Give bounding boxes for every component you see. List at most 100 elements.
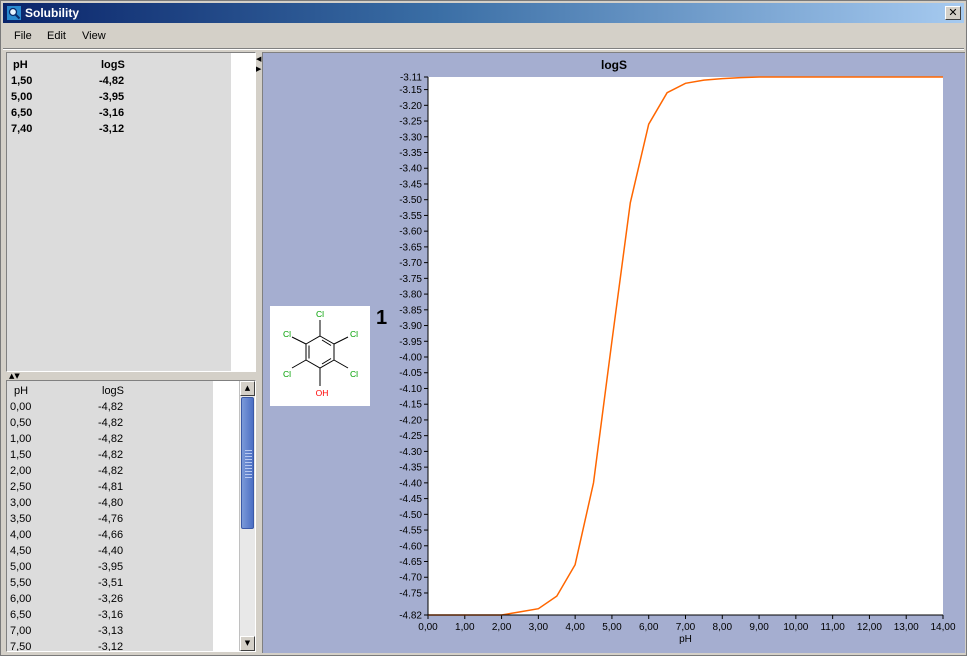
x-tick-label: 6,00 — [639, 622, 659, 633]
table-row[interactable]: 1,50 -4,82 — [11, 74, 211, 90]
table-row[interactable]: 6,50 -3,16 — [11, 106, 211, 122]
menu-view[interactable]: View — [82, 30, 106, 42]
close-button[interactable]: ✕ — [945, 6, 961, 20]
y-tick-label: -4.82 — [399, 611, 422, 622]
y-tick-label: -3.65 — [399, 242, 422, 253]
y-tick-label: -3.85 — [399, 305, 422, 316]
table-row[interactable]: 3,50 -4,76 — [10, 512, 210, 528]
table-row[interactable]: 4,50 -4,40 — [10, 544, 210, 560]
y-tick-label: -4.15 — [399, 400, 422, 411]
x-axis: 0,00 1,00 2,00 3,00 4,00 5,00 6,00 7,00 8,00 9,00… — [418, 615, 956, 633]
compound-number: 1 — [376, 307, 388, 329]
table-row[interactable]: 2,50 -4,81 — [10, 480, 210, 496]
y-tick-label: -4.60 — [399, 541, 422, 552]
cell-ph: 7,50 — [10, 641, 32, 652]
x-tick-label: 14,00 — [930, 622, 955, 633]
cell-logs: -4,82 — [98, 417, 124, 429]
table-row[interactable]: 7,40 -3,12 — [11, 122, 211, 138]
y-axis: -3.11-3.15 -3.20 -3.25 -3.30 -3.35 -3.40 -3.45… — [399, 73, 428, 622]
y-tick-label: -4.65 — [399, 557, 422, 568]
cell-ph: 4,00 — [10, 529, 32, 541]
scroll-thumb[interactable] — [241, 397, 254, 529]
x-tick-label: 0,00 — [418, 622, 438, 633]
table-row[interactable]: 0,00 -4,82 — [10, 400, 210, 416]
table-row[interactable]: 5,00 -3,95 — [11, 90, 211, 106]
y-tick-label: -3.11 — [400, 73, 422, 84]
cell-ph: 3,50 — [10, 513, 32, 525]
cell-ph: 4,50 — [10, 545, 32, 557]
table-row[interactable]: 5,50 -3,51 — [10, 576, 210, 592]
table-row[interactable]: 0,50 -4,82 — [10, 416, 210, 432]
cell-logs: -4,81 — [98, 481, 124, 493]
detail-table-header: pH logS — [10, 384, 210, 400]
y-tick-label: -4.30 — [399, 447, 422, 458]
x-tick-label: 5,00 — [602, 622, 622, 633]
table-row[interactable]: 7,50 -3,12 — [10, 640, 210, 652]
summary-header-ph: pH — [13, 59, 28, 71]
menu-bar: File Edit View — [3, 25, 964, 47]
cell-ph: 5,00 — [11, 91, 33, 103]
cell-ph: 7,40 — [11, 123, 33, 135]
table-row[interactable]: 3,00 -4,80 — [10, 496, 210, 512]
pentachlorophenol-structure: Cl Cl Cl Cl Cl OH — [283, 309, 358, 398]
cell-logs: -3,95 — [99, 91, 125, 103]
detail-scrollbar[interactable]: ▲ ▼ — [239, 381, 255, 651]
x-tick-label: 2,00 — [492, 622, 512, 633]
cell-logs: -4,80 — [98, 497, 124, 509]
cell-logs: -4,82 — [98, 433, 124, 445]
menu-edit[interactable]: Edit — [47, 30, 66, 42]
table-row[interactable]: 1,50 -4,82 — [10, 448, 210, 464]
x-tick-label: 8,00 — [713, 622, 733, 633]
table-row[interactable]: 4,00 -4,66 — [10, 528, 210, 544]
y-tick-label: -3.75 — [399, 274, 422, 285]
cell-ph: 6,50 — [10, 609, 32, 621]
splitter-arrows-icon[interactable]: ▲▼ — [9, 372, 20, 380]
table-row[interactable]: 5,00 -3,95 — [10, 560, 210, 576]
x-tick-label: 10,00 — [783, 622, 808, 633]
table-row[interactable]: 6,50 -3,16 — [10, 608, 210, 624]
y-tick-label: -4.00 — [399, 353, 422, 364]
cell-logs: -3,26 — [98, 593, 124, 605]
x-axis-label: pH — [679, 634, 692, 645]
cell-logs: -3,12 — [99, 123, 125, 135]
cell-ph: 0,50 — [10, 417, 32, 429]
cell-ph: 5,50 — [10, 577, 32, 589]
plot-area — [428, 77, 943, 615]
molecule-structure: Cl Cl Cl Cl Cl OH — [270, 306, 370, 406]
title-bar[interactable]: Solubility ✕ — [3, 3, 964, 23]
table-row[interactable]: 6,00 -3,26 — [10, 592, 210, 608]
table-row[interactable]: 1,00 -4,82 — [10, 432, 210, 448]
y-tick-label: -4.20 — [399, 415, 422, 426]
panel-collapse-arrows-icon[interactable]: ◀ ▶ — [256, 55, 262, 73]
cell-logs: -4,40 — [98, 545, 124, 557]
y-tick-label: -3.20 — [399, 101, 422, 112]
y-tick-label: -4.40 — [399, 478, 422, 489]
magnifier-icon — [7, 6, 21, 20]
cell-logs: -4,66 — [98, 529, 124, 541]
y-tick-label: -4.55 — [399, 526, 422, 537]
table-row[interactable]: 2,00 -4,82 — [10, 464, 210, 480]
y-tick-label: -3.15 — [399, 85, 422, 96]
table-row[interactable]: 7,00 -3,13 — [10, 624, 210, 640]
summary-table-pane[interactable]: pH logS 1,50 -4,82 5,00 -3,95 6,50 -3,16… — [6, 52, 256, 372]
scroll-down-icon[interactable]: ▼ — [240, 636, 255, 651]
summary-table: pH logS 1,50 -4,82 5,00 -3,95 6,50 -3,16… — [11, 58, 211, 138]
cell-ph: 1,00 — [10, 433, 32, 445]
atom-label: Cl — [283, 369, 291, 379]
y-tick-label: -3.60 — [399, 227, 422, 238]
scroll-up-icon[interactable]: ▲ — [240, 381, 255, 396]
detail-table-pane[interactable]: pH logS 0,00 -4,82 0,50 -4,82 1,00 -4,82 1,50 -… — [6, 380, 256, 652]
y-tick-label: -3.70 — [399, 258, 422, 269]
y-tick-label: -4.70 — [399, 573, 422, 584]
cell-ph: 6,00 — [10, 593, 32, 605]
x-tick-label: 13,00 — [894, 622, 919, 633]
y-tick-label: -3.90 — [399, 321, 422, 332]
cell-logs: -4,82 — [98, 465, 124, 477]
atom-label: Cl — [283, 329, 291, 339]
y-tick-label: -3.25 — [399, 117, 422, 128]
cell-logs: -3,95 — [98, 561, 124, 573]
cell-logs: -3,13 — [98, 625, 124, 637]
menu-file[interactable]: File — [14, 30, 32, 42]
cell-ph: 5,00 — [10, 561, 32, 573]
